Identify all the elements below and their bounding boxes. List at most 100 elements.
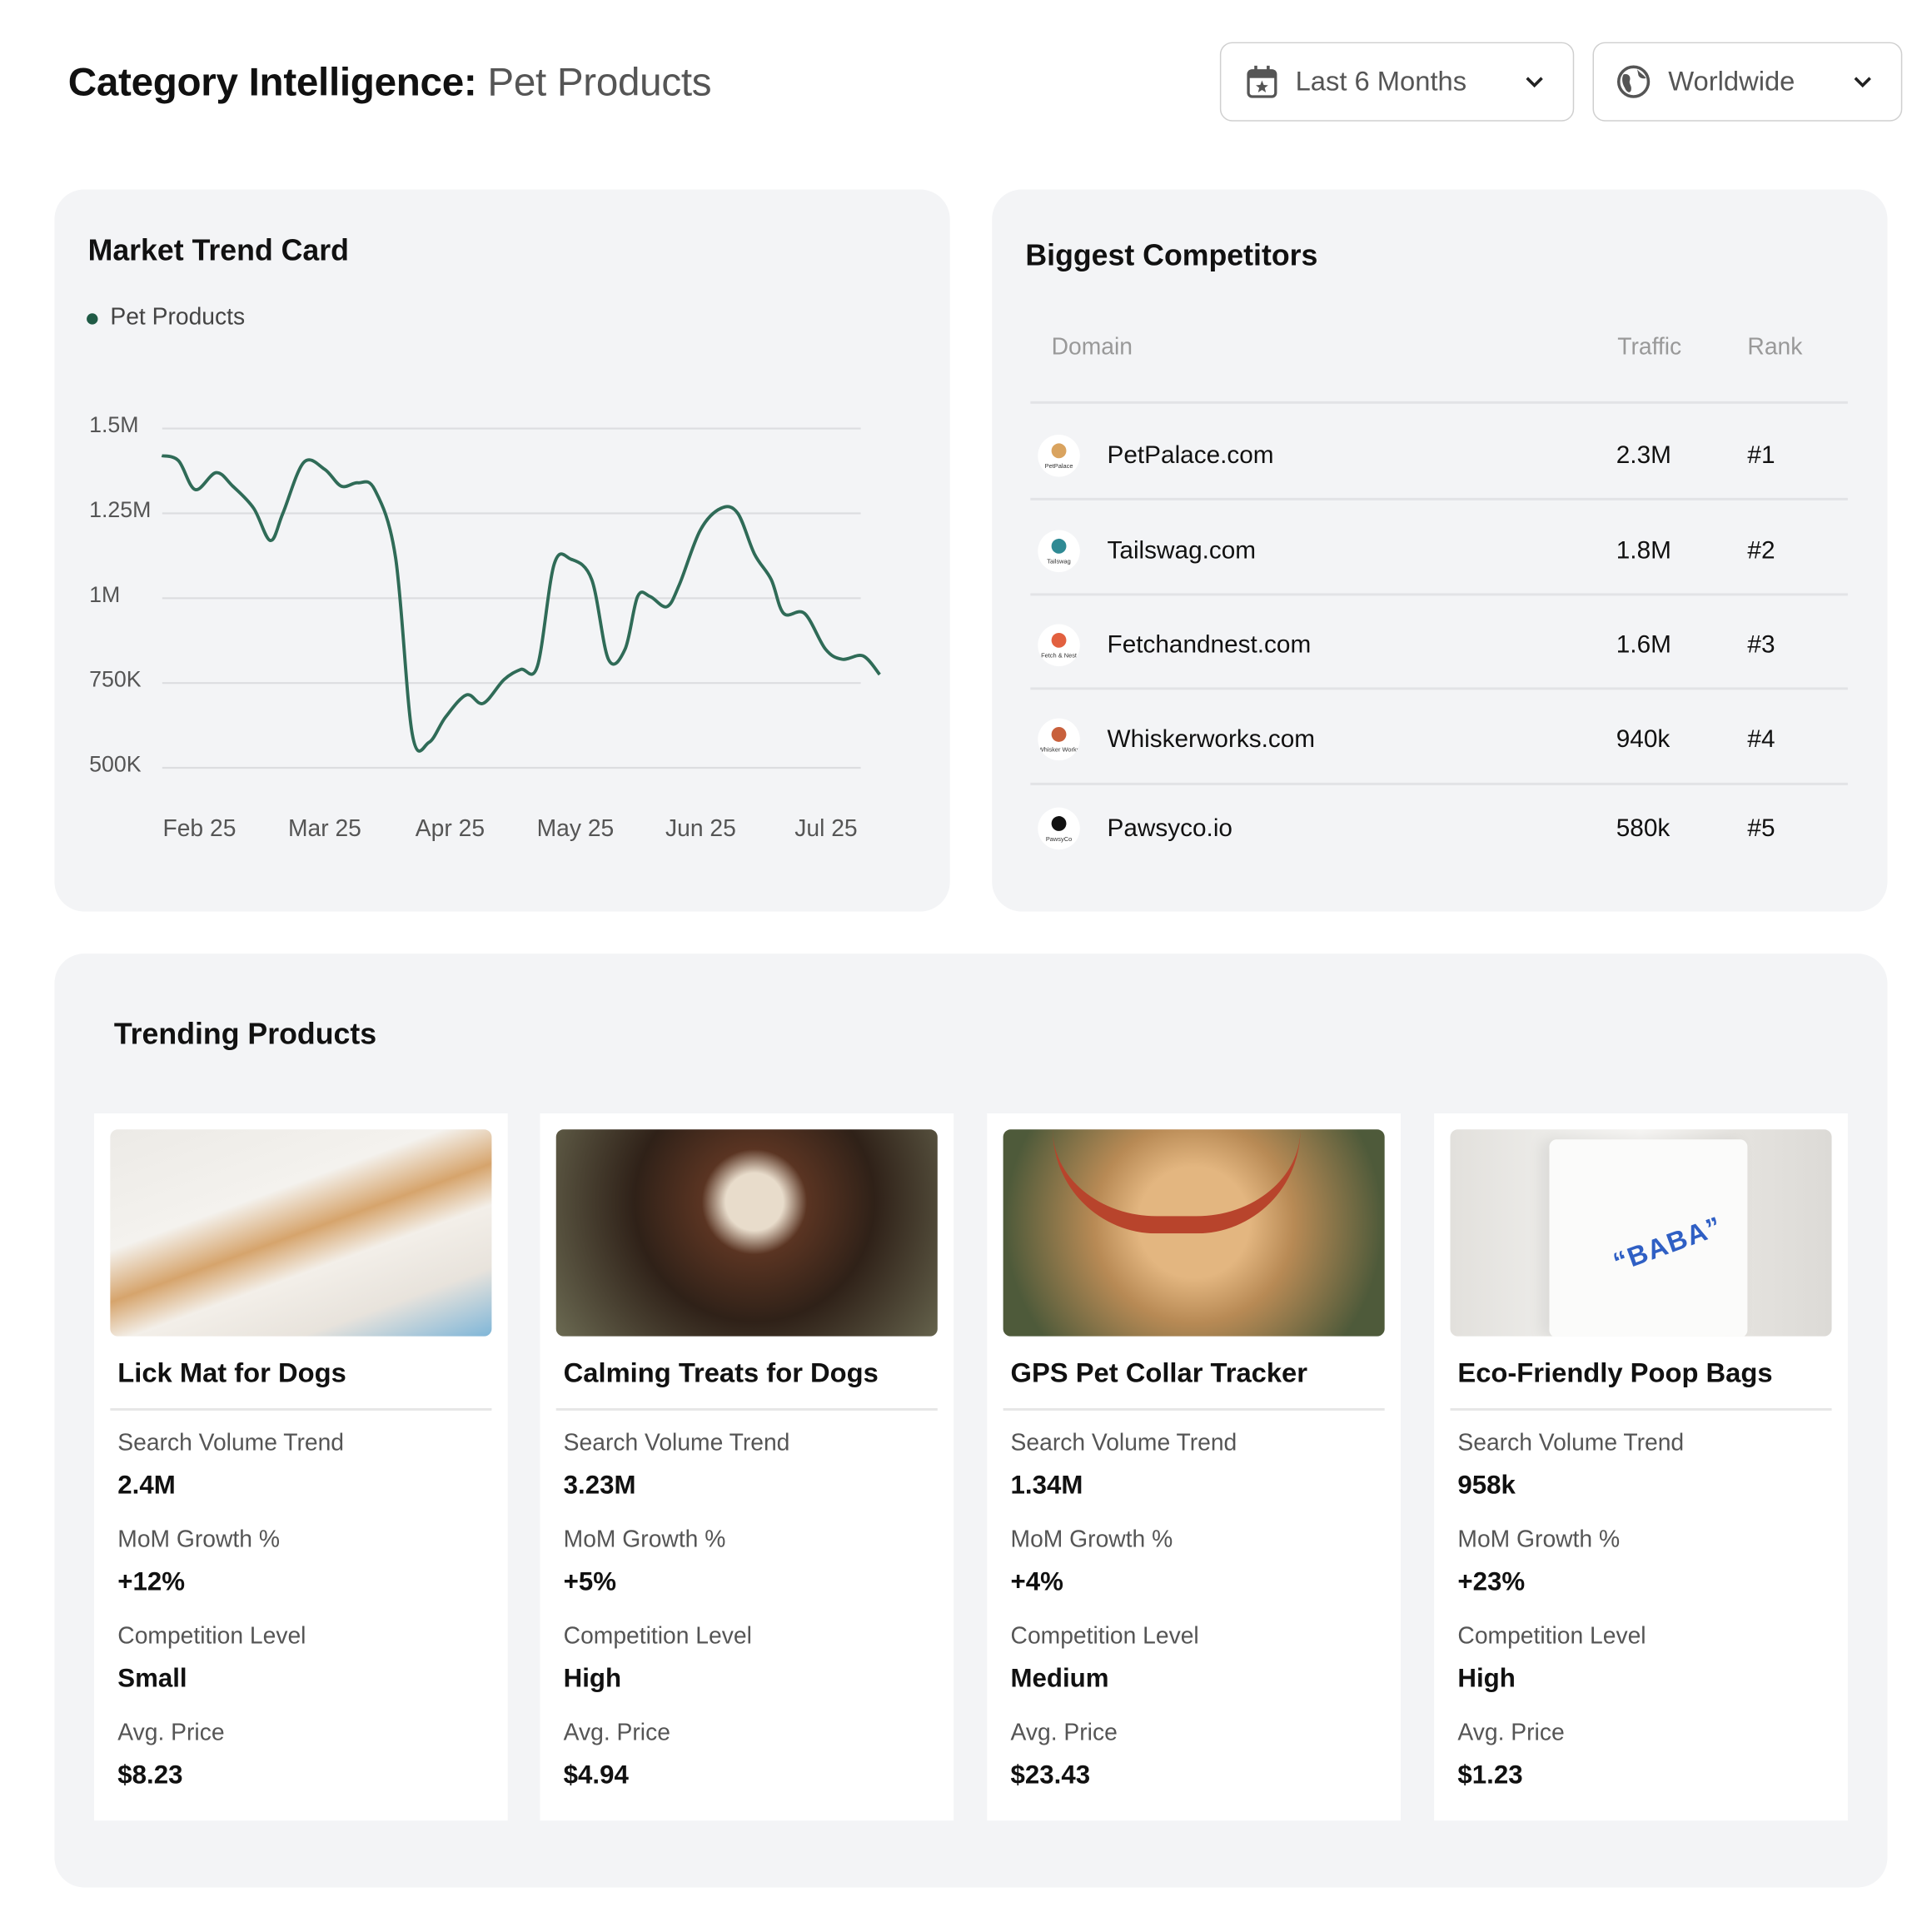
competition-level-label: Competition Level xyxy=(563,1623,752,1650)
search-volume-label: Search Volume Trend xyxy=(563,1430,790,1456)
chart-legend: Pet Products xyxy=(87,305,245,332)
product-divider xyxy=(110,1407,492,1411)
search-volume-label: Search Volume Trend xyxy=(1010,1430,1237,1456)
competitor-domain[interactable]: Tailswag.com xyxy=(1107,537,1257,565)
avg-price-label: Avg. Price xyxy=(1010,1720,1118,1746)
date-range-dropdown[interactable]: Last 6 Months xyxy=(1219,42,1575,122)
product-name[interactable]: Calming Treats for Dogs xyxy=(563,1357,879,1389)
mom-growth-value: +4% xyxy=(1010,1567,1063,1596)
search-volume-value: 3.23M xyxy=(563,1471,636,1500)
region-value: Worldwide xyxy=(1668,65,1795,97)
competition-level-label: Competition Level xyxy=(117,1623,306,1650)
product-image xyxy=(1003,1129,1385,1337)
competitor-row[interactable]: PawsyCo Pawsyco.io 580k #5 xyxy=(992,805,1887,854)
product-image xyxy=(555,1129,938,1337)
competitor-logo: Whisker Works xyxy=(1038,718,1080,761)
row-divider xyxy=(1030,782,1848,785)
competitor-domain[interactable]: Whiskerworks.com xyxy=(1107,725,1316,754)
competition-level-value: Medium xyxy=(1010,1664,1109,1693)
mom-growth-value: +23% xyxy=(1457,1567,1526,1596)
y-tick-label: 500K xyxy=(89,752,142,777)
x-tick-label: Feb 25 xyxy=(162,814,236,841)
row-divider xyxy=(1030,593,1848,596)
avg-price-label: Avg. Price xyxy=(1457,1720,1565,1746)
competitor-domain[interactable]: Fetchandnest.com xyxy=(1107,631,1312,660)
y-tick-label: 750K xyxy=(89,667,142,692)
legend-label: Pet Products xyxy=(110,304,246,331)
competitor-logo: PawsyCo xyxy=(1038,807,1080,850)
competitor-row[interactable]: PetPalace PetPalace.com 2.3M #1 xyxy=(992,432,1887,481)
product-card[interactable]: Lick Mat for Dogs Search Volume Trend 2.… xyxy=(94,1113,508,1821)
competitor-rank: #3 xyxy=(1747,631,1775,660)
product-card[interactable]: “BABA” Eco-Friendly Poop Bags Search Vol… xyxy=(1434,1113,1848,1821)
avg-price-value: $23.43 xyxy=(1010,1760,1091,1790)
series-line-pet-products xyxy=(161,454,881,753)
x-tick-label: Apr 25 xyxy=(416,814,485,841)
logo-text: Whisker Works xyxy=(1038,746,1080,754)
y-tick-label: 1.5M xyxy=(89,412,138,437)
competition-level-value: Small xyxy=(117,1664,187,1693)
competitor-rank: #4 xyxy=(1747,725,1775,754)
brand-logo-icon: Fetch & Nest xyxy=(1041,632,1077,660)
table-header-divider xyxy=(1030,401,1848,404)
page-title: Category Intelligence: Pet Products xyxy=(67,59,712,105)
competitors-title: Biggest Competitors xyxy=(1025,239,1318,273)
competition-level-value: High xyxy=(1457,1664,1516,1693)
competitor-domain[interactable]: PetPalace.com xyxy=(1107,441,1274,470)
x-tick-label: Mar 25 xyxy=(288,814,361,841)
brand-logo-icon: Tailswag xyxy=(1047,538,1071,565)
product-divider xyxy=(555,1407,938,1411)
product-name[interactable]: GPS Pet Collar Tracker xyxy=(1010,1357,1307,1389)
chevron-down-icon xyxy=(1854,77,1871,88)
competitor-traffic: 580k xyxy=(1616,814,1671,843)
logo-text: PetPalace xyxy=(1045,462,1073,470)
page-title-prefix: Category Intelligence: xyxy=(67,59,477,104)
trending-products-title: Trending Products xyxy=(113,1018,377,1052)
search-volume-value: 1.34M xyxy=(1010,1471,1083,1500)
competitor-domain[interactable]: Pawsyco.io xyxy=(1107,814,1232,843)
market-trend-chart: 1.5M 1.25M 1M 750K 500K Feb 25 Mar 25 Apr 25 May… xyxy=(89,412,881,841)
product-divider xyxy=(1003,1407,1385,1411)
collar-shape xyxy=(1053,1129,1301,1234)
mom-growth-value: +12% xyxy=(117,1567,186,1596)
chevron-down-icon xyxy=(1526,77,1543,88)
column-header-domain: Domain xyxy=(1051,334,1133,361)
page-title-category: Pet Products xyxy=(487,59,712,104)
brand-logo-icon: PetPalace xyxy=(1045,443,1073,470)
logo-text: Fetch & Nest xyxy=(1041,652,1077,660)
market-trend-card: Market Trend Card Pet Products 1.5M 1.25M… xyxy=(54,189,950,912)
region-dropdown[interactable]: Worldwide xyxy=(1592,42,1903,122)
competitor-traffic: 940k xyxy=(1616,725,1671,754)
competitor-logo: Fetch & Nest xyxy=(1038,624,1080,667)
column-header-rank: Rank xyxy=(1747,334,1803,361)
product-card[interactable]: GPS Pet Collar Tracker Search Volume Tre… xyxy=(987,1113,1402,1821)
competitor-row[interactable]: Whisker Works Whiskerworks.com 940k #4 xyxy=(992,716,1887,765)
competition-level-label: Competition Level xyxy=(1010,1623,1199,1650)
avg-price-value: $8.23 xyxy=(117,1760,183,1790)
row-divider xyxy=(1030,687,1848,690)
search-volume-value: 2.4M xyxy=(117,1471,176,1500)
competitor-traffic: 1.8M xyxy=(1616,537,1671,565)
avg-price-label: Avg. Price xyxy=(563,1720,670,1746)
competition-level-label: Competition Level xyxy=(1457,1623,1646,1650)
mom-growth-label: MoM Growth % xyxy=(1457,1526,1621,1553)
product-image xyxy=(110,1129,492,1337)
competitor-rank: #1 xyxy=(1747,441,1775,470)
brand-logo-icon: PawsyCo xyxy=(1046,816,1072,843)
calendar-icon xyxy=(1247,65,1277,98)
x-tick-label: Jul 25 xyxy=(794,814,857,841)
mom-growth-value: +5% xyxy=(563,1567,617,1596)
product-card[interactable]: Calming Treats for Dogs Search Volume Tr… xyxy=(540,1113,954,1821)
globe-icon xyxy=(1616,65,1651,98)
logo-text: PawsyCo xyxy=(1046,835,1072,843)
y-tick-label: 1.25M xyxy=(89,497,151,522)
competitor-row[interactable]: Fetch & Nest Fetchandnest.com 1.6M #3 xyxy=(992,622,1887,671)
product-name[interactable]: Lick Mat for Dogs xyxy=(117,1357,346,1389)
competitor-row[interactable]: Tailswag Tailswag.com 1.8M #2 xyxy=(992,528,1887,577)
logo-text: Tailswag xyxy=(1047,558,1070,565)
product-name[interactable]: Eco-Friendly Poop Bags xyxy=(1457,1357,1773,1389)
competitors-card: Biggest Competitors Domain Traffic Rank … xyxy=(992,189,1888,912)
x-tick-label: Jun 25 xyxy=(665,814,736,841)
avg-price-label: Avg. Price xyxy=(117,1720,225,1746)
legend-dot xyxy=(87,312,98,324)
